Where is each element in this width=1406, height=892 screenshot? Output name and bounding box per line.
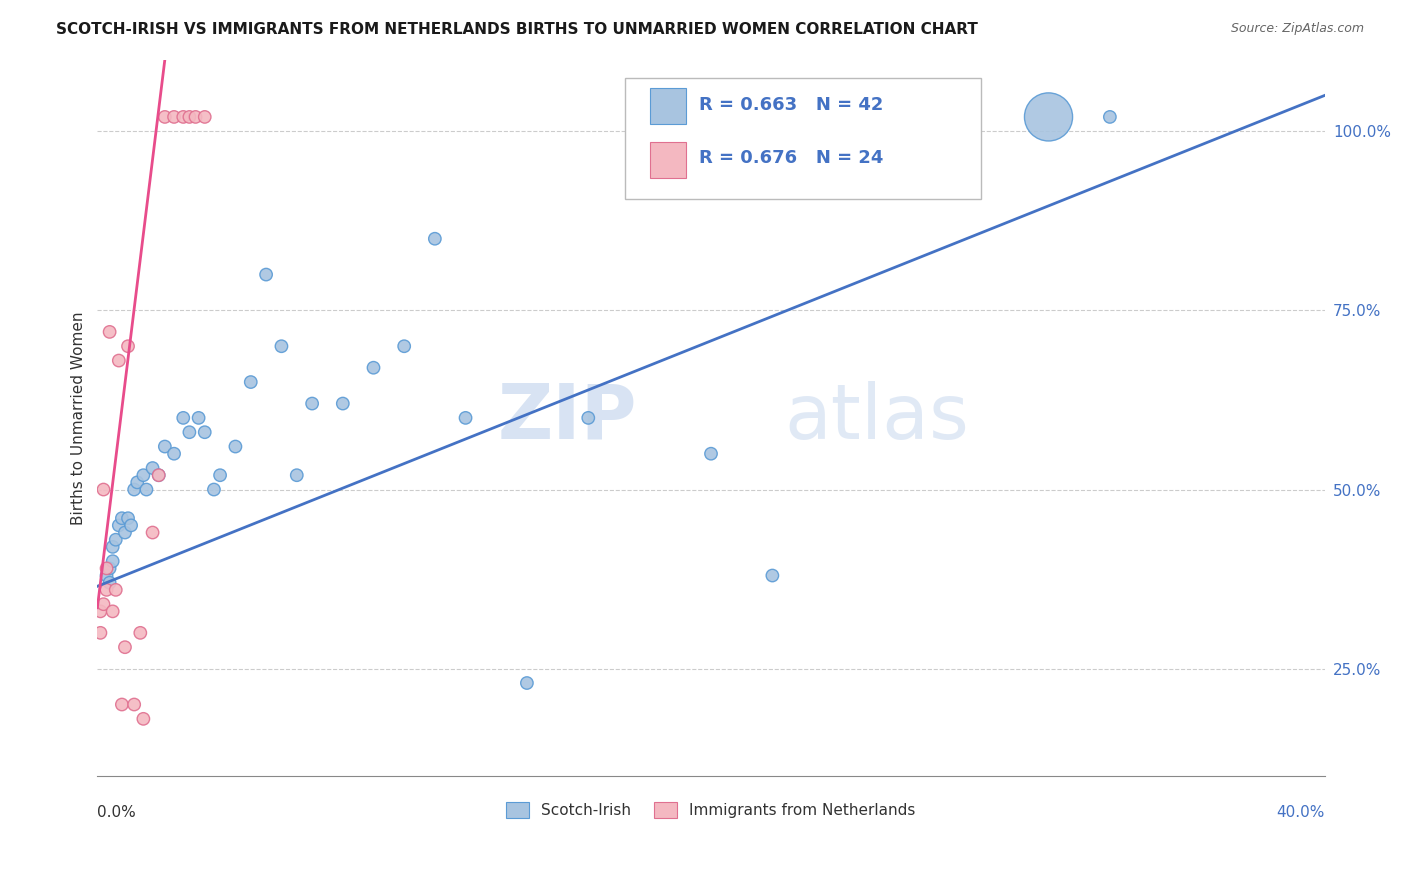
Point <box>93 483 115 497</box>
Y-axis label: Births to Unmarried Women: Births to Unmarried Women <box>72 311 86 524</box>
Point <box>194 425 217 440</box>
Text: 0.0%: 0.0% <box>97 805 136 820</box>
Point <box>153 440 176 454</box>
Point <box>111 511 134 525</box>
Point <box>700 447 723 461</box>
Point <box>101 540 124 554</box>
Text: R = 0.676   N = 24: R = 0.676 N = 24 <box>699 150 883 168</box>
Point <box>101 604 124 618</box>
Point <box>576 410 599 425</box>
Point <box>132 712 155 726</box>
Point <box>114 525 136 540</box>
Point <box>184 110 207 124</box>
Point <box>179 110 201 124</box>
Point <box>153 110 176 124</box>
Point <box>270 339 292 353</box>
Point <box>142 525 165 540</box>
Point <box>187 410 209 425</box>
Point <box>332 396 354 410</box>
Point <box>1098 110 1121 124</box>
Point <box>516 676 538 690</box>
Point <box>135 483 157 497</box>
Point <box>117 339 139 353</box>
FancyBboxPatch shape <box>626 78 981 199</box>
Point <box>108 353 131 368</box>
Point <box>301 396 323 410</box>
Point <box>122 698 145 712</box>
Point <box>163 447 186 461</box>
Point <box>132 468 155 483</box>
Point <box>117 511 139 525</box>
Bar <box>650 88 686 124</box>
Point <box>239 375 262 389</box>
Text: ZIP: ZIP <box>498 381 637 455</box>
Point <box>172 410 194 425</box>
Point <box>392 339 415 353</box>
Point <box>285 468 308 483</box>
Point <box>98 575 121 590</box>
Legend: Scotch-Irish, Immigrants from Netherlands: Scotch-Irish, Immigrants from Netherland… <box>499 795 924 826</box>
Point <box>1038 110 1060 124</box>
Point <box>122 483 145 497</box>
Point <box>179 425 201 440</box>
Point <box>89 604 111 618</box>
Point <box>96 561 118 575</box>
Point <box>89 625 111 640</box>
Point <box>98 325 121 339</box>
Point <box>111 698 134 712</box>
Point <box>202 483 225 497</box>
Point <box>454 410 477 425</box>
Point <box>127 475 149 490</box>
Text: 40.0%: 40.0% <box>1277 805 1324 820</box>
Point <box>163 110 186 124</box>
Text: R = 0.663   N = 42: R = 0.663 N = 42 <box>699 95 883 114</box>
Text: Source: ZipAtlas.com: Source: ZipAtlas.com <box>1230 22 1364 36</box>
Point <box>172 110 194 124</box>
Point <box>96 568 118 582</box>
Point <box>104 582 127 597</box>
Point <box>120 518 142 533</box>
Point <box>96 582 118 597</box>
Point <box>254 268 277 282</box>
Point <box>104 533 127 547</box>
Point <box>148 468 170 483</box>
Text: atlas: atlas <box>785 381 970 455</box>
Point <box>423 232 446 246</box>
Point <box>224 440 246 454</box>
Point <box>129 625 152 640</box>
Point <box>148 468 170 483</box>
Point <box>142 461 165 475</box>
Bar <box>650 142 686 178</box>
Point <box>761 568 783 582</box>
Point <box>194 110 217 124</box>
Point <box>363 360 385 375</box>
Point <box>93 597 115 611</box>
Point <box>108 518 131 533</box>
Text: SCOTCH-IRISH VS IMMIGRANTS FROM NETHERLANDS BIRTHS TO UNMARRIED WOMEN CORRELATIO: SCOTCH-IRISH VS IMMIGRANTS FROM NETHERLA… <box>56 22 979 37</box>
Point <box>101 554 124 568</box>
Point <box>209 468 232 483</box>
Point <box>114 640 136 655</box>
Point <box>98 561 121 575</box>
